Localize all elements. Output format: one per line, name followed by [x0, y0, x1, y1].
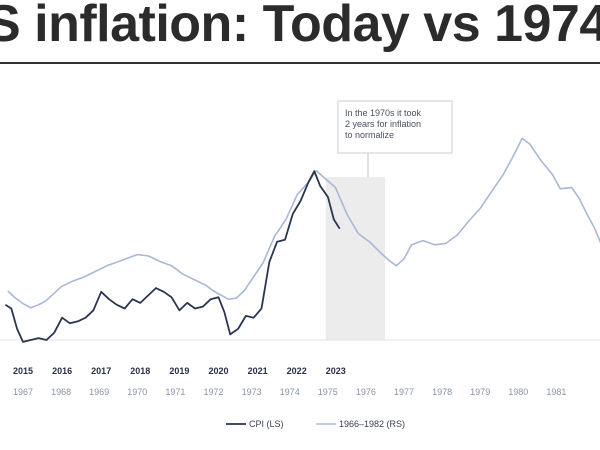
legend-label-1966-1982: 1966–1982 (RS)	[339, 419, 405, 429]
top-tick-label: 2021	[248, 366, 268, 376]
bottom-tick-label: 1969	[89, 387, 109, 397]
bottom-tick-label: 1972	[203, 387, 223, 397]
top-tick-label: 2020	[208, 366, 228, 376]
top-tick-label: 2019	[169, 366, 189, 376]
bottom-tick-label: 1971	[165, 387, 185, 397]
title-underline	[0, 62, 600, 64]
chart-title: S inflation: Today vs 1974-	[0, 0, 600, 53]
bottom-tick-label: 1974	[280, 387, 300, 397]
top-tick-label: 2015	[13, 366, 33, 376]
annotation-box	[337, 100, 453, 154]
series-line-1966-1982	[7, 137, 600, 309]
series-line-cpi	[4, 170, 341, 343]
shaded-normalization-period	[325, 177, 385, 340]
top-axis-ticks: 2015 2016 2017 2018 2019 2020 2021 2022 2023	[13, 366, 346, 376]
annotation-line-2: 2 years for inflation	[345, 119, 421, 129]
bottom-tick-label: 1981	[546, 387, 566, 397]
bottom-tick-label: 1967	[13, 387, 33, 397]
top-tick-label: 2016	[52, 366, 72, 376]
bottom-tick-label: 1979	[470, 387, 490, 397]
top-tick-label: 2022	[287, 366, 307, 376]
bottom-tick-label: 1980	[508, 387, 528, 397]
annotation-line-1: In the 1970s it took	[345, 108, 422, 118]
annotation-line-3: to normalize	[345, 130, 394, 140]
top-tick-label: 2017	[91, 366, 111, 376]
legend-label-cpi: CPI (LS)	[249, 419, 284, 429]
bottom-tick-label: 1970	[127, 387, 147, 397]
bottom-tick-label: 1973	[242, 387, 262, 397]
bottom-tick-label: 1977	[394, 387, 414, 397]
bottom-tick-label: 1978	[432, 387, 452, 397]
bottom-axis-ticks: 1967 1968 1969 1970 1971 1972 1973 1974 1975 1976…	[13, 387, 566, 397]
top-tick-label: 2018	[130, 366, 150, 376]
bottom-tick-label: 1968	[51, 387, 71, 397]
bottom-tick-label: 1975	[318, 387, 338, 397]
top-tick-label: 2023	[326, 366, 346, 376]
bottom-tick-label: 1976	[356, 387, 376, 397]
